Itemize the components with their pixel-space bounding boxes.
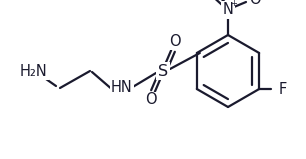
- Text: H₂N: H₂N: [20, 63, 48, 79]
- Text: F: F: [279, 82, 287, 97]
- Text: N: N: [222, 3, 233, 17]
- Text: +: +: [230, 0, 237, 8]
- Text: O⁻: O⁻: [249, 0, 269, 7]
- Text: S: S: [158, 63, 168, 79]
- Text: O: O: [169, 35, 181, 49]
- Text: HN: HN: [111, 80, 133, 94]
- Text: O: O: [145, 93, 157, 107]
